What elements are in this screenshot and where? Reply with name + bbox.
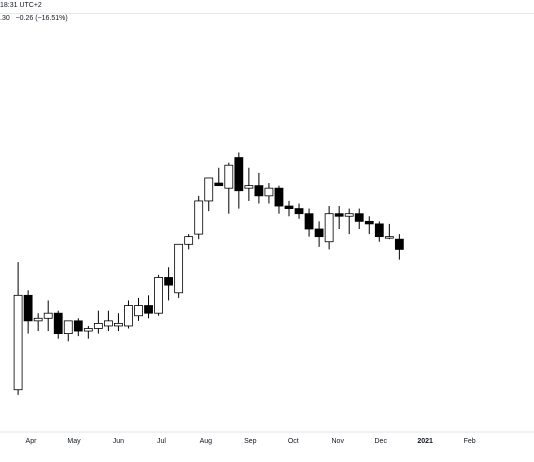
x-tick-label: Oct bbox=[288, 438, 299, 445]
candle-up[interactable] bbox=[224, 164, 234, 189]
candle-down[interactable] bbox=[364, 220, 374, 225]
candle-up[interactable] bbox=[104, 320, 113, 327]
candle-down[interactable] bbox=[304, 213, 314, 230]
candle-up[interactable] bbox=[33, 317, 43, 322]
x-tick-label: Dec bbox=[375, 438, 388, 445]
candle-down[interactable] bbox=[53, 312, 63, 335]
x-axis: Apr May Jun Jul Aug Sep Oct Nov Dec 2021 Feb bbox=[26, 438, 476, 445]
candle-down[interactable] bbox=[354, 213, 364, 222]
candle-down[interactable] bbox=[294, 208, 304, 215]
x-tick-label: May bbox=[67, 438, 81, 445]
candle-up[interactable] bbox=[384, 236, 394, 239]
candle-up[interactable] bbox=[174, 243, 184, 294]
candle-down[interactable] bbox=[214, 182, 224, 187]
candle-down[interactable] bbox=[284, 205, 294, 209]
candle-up[interactable] bbox=[204, 177, 214, 202]
candle-down[interactable] bbox=[334, 213, 344, 217]
chart-time-text: 18:31 UTC+2 bbox=[0, 2, 533, 14]
candle-down[interactable] bbox=[374, 223, 384, 238]
candle-up[interactable] bbox=[184, 236, 194, 245]
candle-down[interactable] bbox=[314, 228, 324, 238]
candle-up[interactable] bbox=[43, 312, 53, 319]
candle-up[interactable] bbox=[264, 187, 274, 197]
candle-up[interactable] bbox=[114, 322, 123, 327]
x-tick-label: Jun bbox=[113, 438, 124, 445]
x-tick-label: Sep bbox=[244, 438, 257, 445]
candle-up[interactable] bbox=[63, 320, 73, 335]
x-tick-label: Feb bbox=[464, 438, 476, 445]
chart-price-line: .30 −0.26 (−16.51%) bbox=[0, 15, 68, 22]
candle-up[interactable] bbox=[194, 200, 204, 235]
candle-up[interactable] bbox=[124, 305, 133, 327]
candle-up[interactable] bbox=[83, 328, 93, 332]
candle-down[interactable] bbox=[254, 185, 264, 197]
candle-up[interactable] bbox=[244, 185, 254, 189]
candle-down[interactable] bbox=[394, 238, 404, 250]
candle-up[interactable] bbox=[344, 213, 354, 217]
candle-up[interactable] bbox=[134, 305, 143, 317]
price-change-text: −0.26 (−16.51%) bbox=[15, 15, 68, 22]
candle-down[interactable] bbox=[73, 320, 83, 332]
x-tick-label: Aug bbox=[200, 438, 213, 445]
candles-group bbox=[13, 152, 404, 395]
last-price-text: .30 bbox=[0, 15, 10, 22]
candle-up[interactable] bbox=[93, 322, 103, 329]
candle-up[interactable] bbox=[154, 277, 163, 314]
x-tick-label: Apr bbox=[26, 438, 38, 445]
x-tick-label: Nov bbox=[332, 438, 345, 445]
candle-down[interactable] bbox=[234, 157, 244, 192]
candle-up[interactable] bbox=[324, 213, 334, 243]
candle-down[interactable] bbox=[144, 305, 153, 314]
x-tick-label: 2021 bbox=[417, 438, 433, 445]
candle-up[interactable] bbox=[13, 294, 23, 391]
candle-down[interactable] bbox=[274, 187, 284, 207]
candle-down[interactable] bbox=[164, 277, 174, 286]
candle-down[interactable] bbox=[23, 294, 33, 322]
x-tick-label: Jul bbox=[157, 438, 166, 445]
